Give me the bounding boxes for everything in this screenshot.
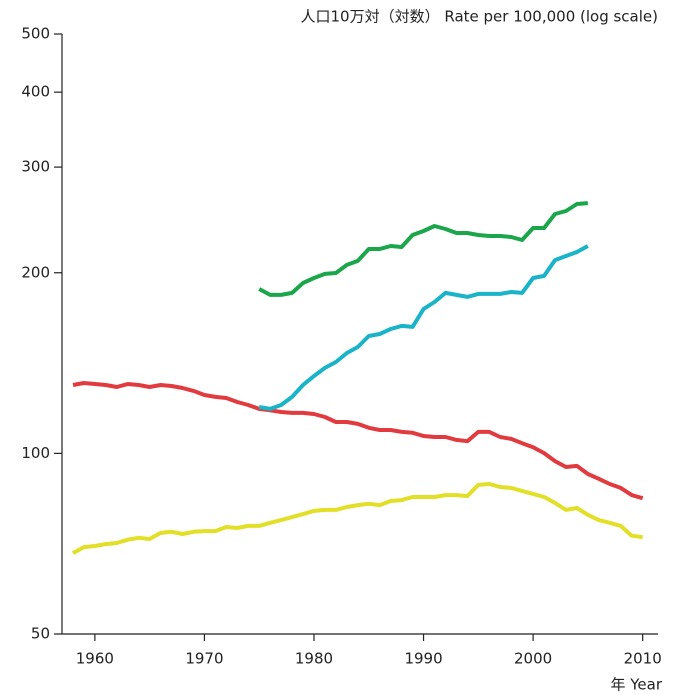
series-line xyxy=(72,482,643,555)
y-tick-label: 100 xyxy=(21,444,50,462)
x-tick-label: 1990 xyxy=(404,650,442,668)
y-tick-label: 400 xyxy=(21,83,50,101)
x-tick-label: 2010 xyxy=(624,650,662,668)
y-tick-label: 500 xyxy=(21,25,50,43)
x-axis-label: 年 Year xyxy=(610,676,662,694)
x-tick-label: 2000 xyxy=(514,650,552,668)
x-tick-label: 1970 xyxy=(185,650,223,668)
x-tick-label: 1960 xyxy=(76,650,114,668)
series-line xyxy=(258,201,589,297)
x-tick-label: 1980 xyxy=(295,650,333,668)
y-tick-label: 50 xyxy=(31,625,50,643)
y-tick-label: 200 xyxy=(21,263,50,281)
series-line xyxy=(258,244,589,411)
chart-title: 人口10万対（対数） Rate per 100,000 (log scale) xyxy=(301,8,659,26)
series-line xyxy=(72,381,644,501)
y-tick-label: 300 xyxy=(21,158,50,176)
